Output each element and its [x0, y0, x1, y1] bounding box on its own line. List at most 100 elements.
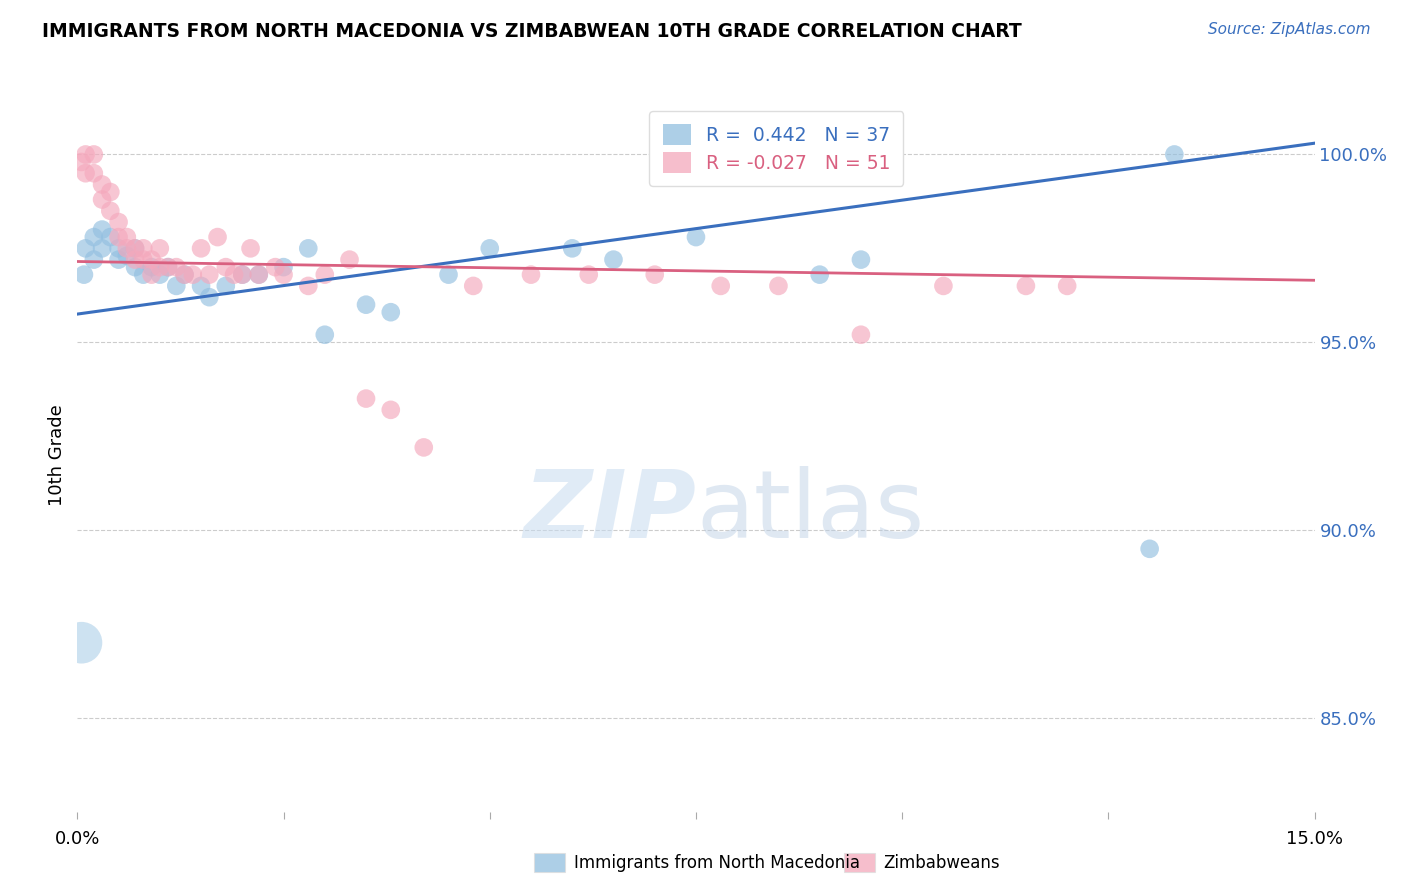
Point	[561, 241, 583, 255]
Point	[83, 252, 105, 267]
Point	[198, 268, 221, 282]
Point	[107, 230, 129, 244]
Text: 0.0%: 0.0%	[55, 830, 100, 848]
Point	[849, 327, 872, 342]
Point	[808, 268, 831, 282]
Point	[1163, 147, 1185, 161]
Point	[91, 193, 114, 207]
Point	[463, 279, 485, 293]
Point	[83, 230, 105, 244]
Point	[165, 260, 187, 274]
Point	[141, 268, 163, 282]
Point	[157, 260, 180, 274]
Point	[273, 260, 295, 274]
Point	[247, 268, 270, 282]
Point	[198, 290, 221, 304]
Point	[124, 252, 146, 267]
Point	[849, 252, 872, 267]
Y-axis label: 10th Grade: 10th Grade	[48, 404, 66, 506]
Text: 15.0%: 15.0%	[1286, 830, 1343, 848]
Point	[520, 268, 543, 282]
Point	[115, 249, 138, 263]
Point	[91, 178, 114, 192]
Text: atlas: atlas	[696, 466, 924, 558]
Point	[107, 215, 129, 229]
FancyBboxPatch shape	[534, 853, 565, 872]
Point	[70, 155, 93, 169]
Text: IMMIGRANTS FROM NORTH MACEDONIA VS ZIMBABWEAN 10TH GRADE CORRELATION CHART: IMMIGRANTS FROM NORTH MACEDONIA VS ZIMBA…	[42, 22, 1022, 41]
Point	[1015, 279, 1038, 293]
Point	[297, 241, 319, 255]
Point	[231, 268, 253, 282]
Point	[173, 268, 195, 282]
Point	[1056, 279, 1078, 293]
Point	[354, 298, 377, 312]
Point	[115, 230, 138, 244]
Point	[181, 268, 204, 282]
Point	[132, 252, 155, 267]
Point	[231, 268, 253, 282]
Point	[710, 279, 733, 293]
Point	[98, 230, 121, 244]
Point	[98, 185, 121, 199]
Legend: R =  0.442   N = 37, R = -0.027   N = 51: R = 0.442 N = 37, R = -0.027 N = 51	[650, 112, 903, 186]
Text: Immigrants from North Macedonia: Immigrants from North Macedonia	[574, 854, 859, 871]
FancyBboxPatch shape	[844, 853, 875, 872]
Point	[380, 305, 402, 319]
Point	[124, 241, 146, 255]
Point	[354, 392, 377, 406]
Text: ZIP: ZIP	[523, 466, 696, 558]
Point	[73, 268, 96, 282]
Point	[91, 222, 114, 236]
Point	[149, 241, 172, 255]
Point	[173, 268, 195, 282]
Point	[141, 260, 163, 274]
Point	[222, 268, 245, 282]
Point	[115, 241, 138, 255]
Point	[190, 241, 212, 255]
Point	[239, 241, 262, 255]
Point	[91, 241, 114, 255]
Point	[149, 268, 172, 282]
Point	[273, 268, 295, 282]
Point	[339, 252, 361, 267]
Point	[437, 268, 460, 282]
Point	[207, 230, 229, 244]
Point	[1139, 541, 1161, 556]
Point	[685, 230, 707, 244]
Point	[124, 260, 146, 274]
Point	[165, 279, 187, 293]
Point	[70, 636, 93, 650]
Text: Zimbabweans: Zimbabweans	[883, 854, 1000, 871]
Point	[215, 260, 238, 274]
Point	[83, 147, 105, 161]
Point	[132, 268, 155, 282]
Point	[157, 260, 180, 274]
Point	[264, 260, 287, 274]
Point	[149, 260, 172, 274]
Point	[380, 402, 402, 417]
Point	[478, 241, 501, 255]
Point	[75, 166, 97, 180]
Point	[297, 279, 319, 293]
Point	[578, 268, 600, 282]
Point	[124, 241, 146, 255]
Point	[644, 268, 666, 282]
Point	[314, 327, 336, 342]
Point	[314, 268, 336, 282]
Point	[141, 252, 163, 267]
Text: Source: ZipAtlas.com: Source: ZipAtlas.com	[1208, 22, 1371, 37]
Point	[932, 279, 955, 293]
Point	[75, 147, 97, 161]
Point	[412, 441, 434, 455]
Point	[132, 241, 155, 255]
Point	[768, 279, 790, 293]
Point	[247, 268, 270, 282]
Point	[83, 166, 105, 180]
Point	[107, 241, 129, 255]
Point	[107, 252, 129, 267]
Point	[215, 279, 238, 293]
Point	[602, 252, 624, 267]
Point	[75, 241, 97, 255]
Point	[98, 203, 121, 218]
